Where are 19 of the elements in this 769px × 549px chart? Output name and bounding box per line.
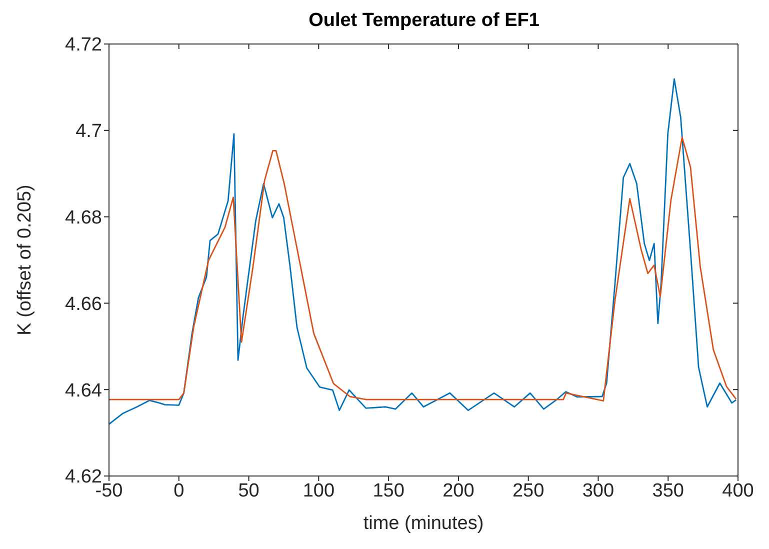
x-tick-label: 0 xyxy=(174,480,184,502)
y-tick-label: 4.66 xyxy=(65,294,102,315)
x-tick-label: 100 xyxy=(302,480,335,502)
x-tick-label: 350 xyxy=(652,480,684,502)
y-axis-title: K (offset of 0.205) xyxy=(14,184,36,336)
x-axis-title: time (minutes) xyxy=(363,513,484,534)
x-tick-label: 250 xyxy=(512,480,544,502)
x-tick-label: 300 xyxy=(582,480,614,502)
y-tick-label: 4.7 xyxy=(76,121,102,142)
x-tick-label: 150 xyxy=(372,480,404,502)
x-tick-label: 400 xyxy=(722,480,754,502)
y-tick-label: 4.68 xyxy=(65,208,102,229)
line-series xyxy=(109,136,737,402)
line-series xyxy=(109,78,737,425)
y-tick-label: 4.72 xyxy=(65,34,102,56)
chart-title: Oulet Temperature of EF1 xyxy=(308,10,540,32)
x-tick-label: 50 xyxy=(238,480,260,502)
y-tick-label: 4.64 xyxy=(65,380,102,402)
x-tick-label: 200 xyxy=(442,480,474,502)
